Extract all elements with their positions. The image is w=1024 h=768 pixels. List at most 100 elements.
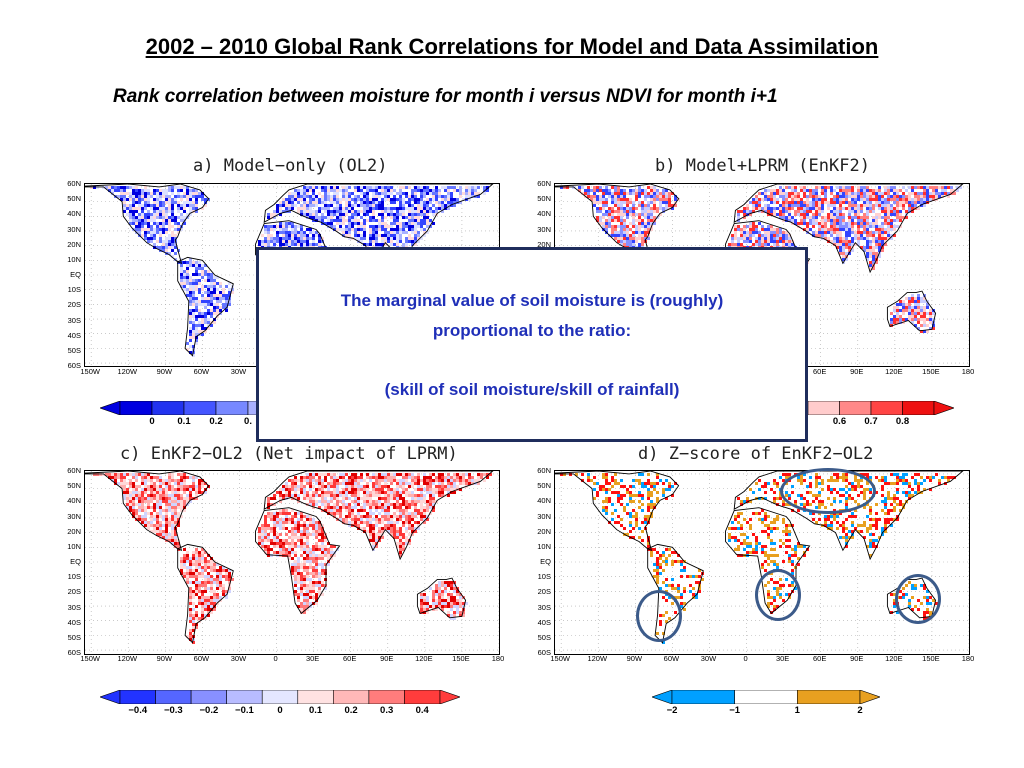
lat-tick-label: 20S bbox=[537, 587, 551, 597]
lon-tick-label: 120E bbox=[885, 654, 903, 663]
lat-tick-label: 10N bbox=[67, 254, 81, 264]
lon-tick-label: 90E bbox=[850, 367, 864, 376]
lon-tick-label: 180 bbox=[961, 654, 975, 663]
lat-tick-label: 30N bbox=[537, 224, 551, 234]
lat-tick-label: 50N bbox=[67, 194, 81, 204]
lon-tick-label: 150E bbox=[922, 654, 940, 663]
lat-tick-label: 40N bbox=[537, 496, 551, 506]
page-subtitle: Rank correlation between moisture for mo… bbox=[113, 86, 778, 107]
lat-tick-label: 20N bbox=[67, 526, 81, 536]
lon-tick-label: 60E bbox=[813, 367, 827, 376]
lon-tick-label: 60E bbox=[343, 654, 357, 663]
lon-tick-label: 150W bbox=[550, 654, 570, 663]
lat-tick-label: 50S bbox=[67, 632, 81, 642]
colorbar-label: 0.4 bbox=[415, 705, 429, 716]
colorbar-label: 0.1 bbox=[177, 416, 191, 427]
colorbar-label: −0.2 bbox=[199, 705, 219, 716]
colorbar-label: 0.8 bbox=[895, 416, 910, 427]
lat-tick-label: 10S bbox=[537, 572, 551, 582]
colorbar-label: 2 bbox=[857, 705, 863, 716]
lat-tick-label: EQ bbox=[70, 557, 81, 566]
colorbar-label: −0.1 bbox=[235, 705, 254, 716]
lon-tick-label: 90W bbox=[626, 654, 643, 663]
panel-b-title: b) Model+LPRM (EnKF2) bbox=[655, 156, 870, 176]
lon-tick-label: 120E bbox=[415, 654, 433, 663]
lat-tick-label: 40S bbox=[67, 330, 81, 340]
lat-tick-label: 20S bbox=[67, 300, 81, 310]
lat-tick-label: 30N bbox=[537, 511, 551, 521]
lat-tick-label: 20S bbox=[67, 587, 81, 597]
map-svg bbox=[555, 471, 969, 653]
lat-tick-label: 30S bbox=[537, 602, 551, 612]
lon-tick-label: 150W bbox=[80, 654, 100, 663]
lat-tick-label: 10S bbox=[67, 285, 81, 295]
lat-tick-label: 40S bbox=[67, 617, 81, 627]
lat-tick-label: 60S bbox=[537, 648, 551, 657]
lat-tick-label: 30N bbox=[67, 224, 81, 234]
lat-tick-label: 40N bbox=[537, 209, 551, 219]
lon-tick-label: 90W bbox=[156, 654, 173, 663]
map-svg bbox=[85, 471, 499, 653]
colorbar-label: −1 bbox=[729, 705, 741, 716]
callout-box: The marginal value of soil moisture is (… bbox=[256, 247, 808, 442]
lat-tick-label: 40N bbox=[67, 209, 81, 219]
lon-tick-label: 90W bbox=[156, 367, 173, 376]
page-title: 2002 – 2010 Global Rank Correlations for… bbox=[145, 34, 879, 59]
highlight-ring-south-america bbox=[636, 590, 682, 642]
lat-tick-label: EQ bbox=[70, 270, 81, 279]
panel-c-title: c) EnKF2−OL2 (Net impact of LPRM) bbox=[120, 444, 458, 464]
highlight-ring-central-asia bbox=[780, 468, 876, 514]
lat-tick-label: 10S bbox=[67, 572, 81, 582]
colorbar-label: −0.4 bbox=[128, 705, 148, 716]
map-panel-c bbox=[84, 470, 500, 655]
lat-tick-label: 60N bbox=[537, 466, 551, 475]
colorbar-svg bbox=[651, 689, 881, 705]
lon-tick-label: 90E bbox=[380, 654, 394, 663]
callout-line-1: The marginal value of soil moisture is (… bbox=[340, 291, 724, 310]
colorbar-bottom-left bbox=[99, 689, 461, 705]
highlight-ring-australia bbox=[895, 574, 941, 624]
colorbar-label: 0.1 bbox=[308, 705, 323, 716]
lat-tick-label: 30S bbox=[67, 315, 81, 325]
colorbar-label: 0.7 bbox=[864, 416, 878, 427]
lon-tick-label: 60W bbox=[193, 654, 210, 663]
colorbar-label: 0 bbox=[149, 416, 155, 427]
lat-tick-label: 10N bbox=[67, 541, 81, 551]
colorbar-top-left bbox=[99, 400, 281, 416]
lat-tick-label: 50S bbox=[67, 345, 81, 355]
lat-tick-label: 60N bbox=[67, 179, 81, 188]
colorbar-label: 0.2 bbox=[209, 416, 223, 427]
lon-tick-label: 90E bbox=[850, 654, 864, 663]
colorbar-label: 1 bbox=[794, 705, 800, 716]
lat-tick-label: 40S bbox=[537, 617, 551, 627]
highlight-ring-southern-africa bbox=[755, 569, 801, 621]
lon-tick-label: 180 bbox=[491, 654, 505, 663]
lon-tick-label: 30W bbox=[230, 367, 247, 376]
lat-tick-label: 60N bbox=[537, 179, 551, 188]
colorbar-label: 0.6 bbox=[832, 416, 847, 427]
lon-tick-label: 120W bbox=[117, 654, 138, 663]
lon-tick-label: 60E bbox=[813, 654, 827, 663]
panel-d-title: d) Z−score of EnKF2−OL2 bbox=[638, 444, 874, 464]
lon-tick-label: 30E bbox=[305, 654, 320, 663]
lon-tick-label: 120W bbox=[117, 367, 138, 376]
lat-tick-label: 60N bbox=[67, 466, 81, 475]
lat-tick-label: 60S bbox=[67, 361, 81, 370]
lat-tick-label: 20N bbox=[67, 239, 81, 249]
map-panel-d bbox=[554, 470, 970, 655]
colorbar-svg bbox=[807, 400, 955, 416]
colorbar-label: −2 bbox=[666, 705, 678, 716]
callout-line-2: proportional to the ratio: bbox=[432, 321, 632, 340]
lon-tick-label: 30E bbox=[775, 654, 790, 663]
colorbar-label: 0 bbox=[277, 705, 283, 716]
lat-tick-label: 50N bbox=[67, 481, 81, 491]
colorbar-bottom-right bbox=[651, 689, 881, 705]
lat-tick-label: 20N bbox=[537, 239, 551, 249]
lat-tick-label: 60S bbox=[67, 648, 81, 657]
lat-tick-label: 40N bbox=[67, 496, 81, 506]
callout-line-3: (skill of soil moisture/skill of rainfal… bbox=[384, 380, 680, 399]
colorbar-label: 0. bbox=[244, 416, 252, 427]
lat-tick-label: 20N bbox=[537, 526, 551, 536]
colorbar-label: −0.3 bbox=[163, 705, 183, 716]
lon-tick-label: 30W bbox=[700, 654, 717, 663]
